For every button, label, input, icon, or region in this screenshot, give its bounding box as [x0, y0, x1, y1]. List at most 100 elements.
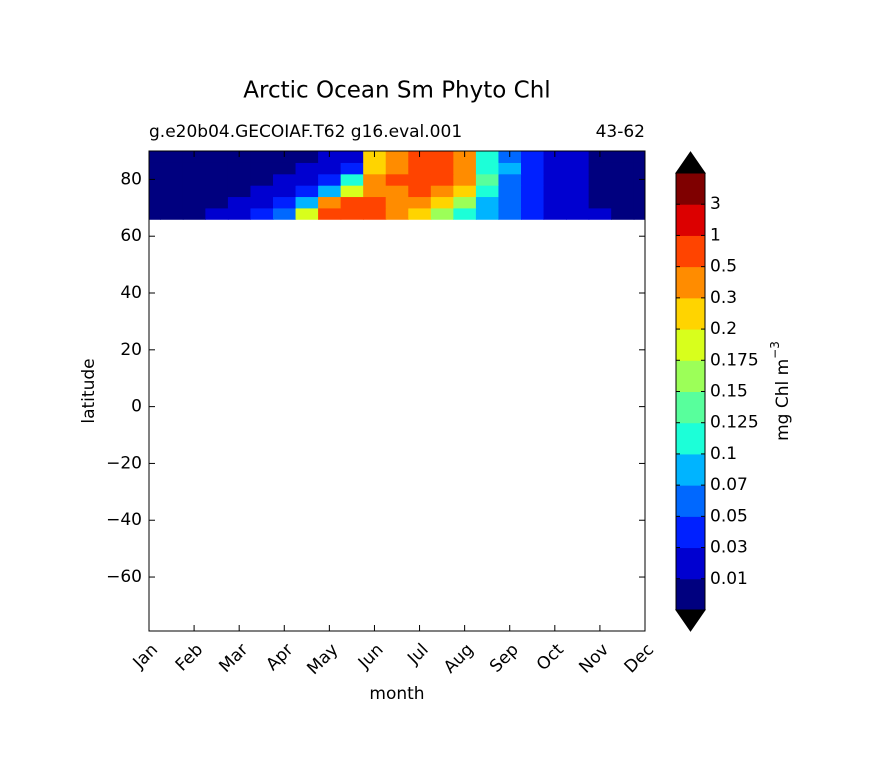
- colorbar-segment: [676, 235, 705, 268]
- colorbar-segment: [676, 422, 705, 455]
- colorbar-segment: [676, 266, 705, 299]
- contour-cell: [408, 185, 432, 198]
- x-axis-label: month: [369, 684, 424, 704]
- contour-cell: [588, 185, 612, 198]
- contour-cell: [588, 196, 612, 209]
- contour-cell: [149, 207, 161, 220]
- contour-cell: [611, 151, 635, 163]
- contour-cell: [498, 173, 522, 186]
- contour-cell: [430, 173, 454, 186]
- x-tick-label: Feb: [172, 640, 207, 675]
- contour-cell: [227, 173, 252, 186]
- contour-cell: [566, 196, 590, 209]
- contour-cell: [250, 185, 274, 198]
- colorbar-label: mg Chl m−3: [768, 341, 794, 441]
- contour-cell: [205, 173, 229, 186]
- contour-cell: [408, 162, 432, 175]
- y-tick-label: 20: [120, 340, 142, 360]
- contour-cell: [453, 162, 477, 175]
- colorbar-segment: [676, 453, 705, 486]
- contour-cell: [453, 173, 477, 186]
- contour-cell: [566, 207, 590, 220]
- contour-cell: [521, 207, 545, 220]
- contour-cell: [273, 162, 297, 175]
- contour-cell: [363, 207, 387, 220]
- contour-cell: [340, 151, 364, 163]
- x-tick-label: Aug: [440, 640, 478, 678]
- contour-cell: [227, 207, 252, 220]
- contour-cell: [340, 185, 364, 198]
- y-tick-label: −20: [106, 453, 142, 473]
- contour-cell: [340, 196, 364, 209]
- colorbar-tick-label: 0.2: [710, 319, 737, 339]
- contour-cell: [385, 162, 409, 175]
- contour-cell: [295, 196, 319, 209]
- contour-cell: [566, 185, 590, 198]
- contour-cell: [430, 162, 454, 175]
- contour-cell: [205, 162, 229, 175]
- contour-cell: [250, 173, 274, 186]
- contour-cell: [521, 151, 545, 163]
- colorbar-tick-label: 0.125: [710, 413, 759, 433]
- contour-cell: [430, 151, 454, 163]
- contour-cell: [205, 196, 229, 209]
- contour-cell: [611, 196, 635, 209]
- contour-cell: [318, 162, 342, 175]
- contour-cell: [498, 162, 522, 175]
- colorbar-tick-label: 0.1: [710, 444, 737, 464]
- contour-cell: [521, 173, 545, 186]
- x-tick-label: Mar: [215, 640, 252, 677]
- plot-frame: [148, 150, 646, 632]
- colorbar-extend-under: [675, 609, 706, 632]
- colorbar-segment: [676, 516, 705, 549]
- colorbar-tick-label: 0.175: [710, 350, 759, 370]
- contour-cell: [611, 173, 635, 186]
- contour-cell: [160, 207, 184, 220]
- contour-cell: [475, 162, 500, 175]
- contour-cell: [273, 196, 297, 209]
- contour-cell: [160, 173, 184, 186]
- contour-cell: [588, 162, 612, 175]
- contour-cell: [227, 185, 252, 198]
- contour-cell: [318, 173, 342, 186]
- contour-cell: [453, 207, 477, 220]
- contour-cell: [521, 185, 545, 198]
- contour-cell: [430, 185, 454, 198]
- y-tick-label: 0: [131, 397, 142, 417]
- contour-cell: [543, 162, 567, 175]
- colorbar-tick-label: 0.15: [710, 382, 748, 402]
- colorbar-segment: [676, 391, 705, 424]
- contour-cell: [250, 196, 274, 209]
- contour-cell: [588, 207, 612, 220]
- y-axis-label: latitude: [79, 358, 99, 423]
- contour-cell: [227, 196, 252, 209]
- contour-cell: [521, 196, 545, 209]
- contour-cell: [363, 173, 387, 186]
- contour-cell: [385, 173, 409, 186]
- contour-cell: [227, 162, 252, 175]
- contour-cell: [611, 162, 635, 175]
- contour-cell: [182, 207, 206, 220]
- contour-cell: [453, 185, 477, 198]
- contour-cell: [250, 207, 274, 220]
- contour-cell: [521, 162, 545, 175]
- colorbar-label-text: mg Chl m: [773, 359, 793, 441]
- contour-cell: [205, 185, 229, 198]
- contour-cell: [633, 185, 645, 198]
- contour-cell: [363, 196, 387, 209]
- x-tick-label: Oct: [533, 640, 568, 675]
- contour-cell: [273, 173, 297, 186]
- contour-field: [149, 151, 645, 220]
- colorbar-segment: [676, 547, 705, 580]
- contour-cell: [408, 196, 432, 209]
- contour-cell: [543, 207, 567, 220]
- contour-cell: [453, 196, 477, 209]
- contour-cell: [566, 162, 590, 175]
- colorbar-segment: [676, 485, 705, 517]
- contour-cell: [182, 196, 206, 209]
- contour-cell: [611, 185, 635, 198]
- contour-cell: [633, 162, 645, 175]
- contour-cell: [340, 162, 364, 175]
- contour-cell: [318, 207, 342, 220]
- contour-cell: [160, 185, 184, 198]
